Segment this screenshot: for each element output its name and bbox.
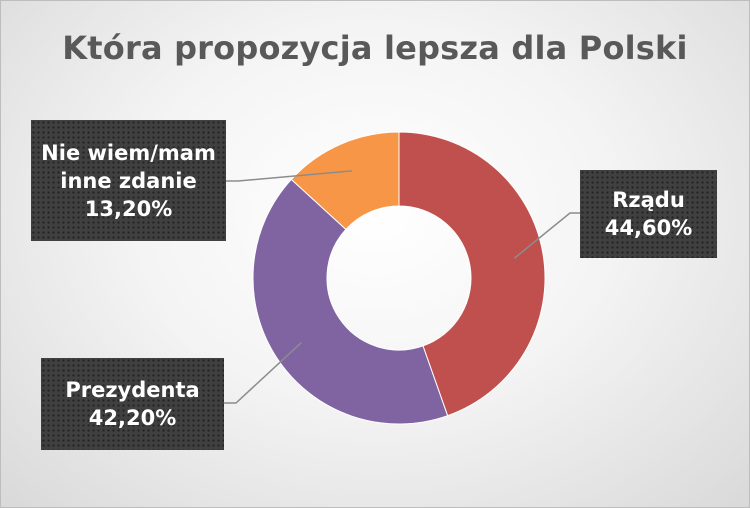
data-label-value: 42,20% (88, 406, 177, 430)
data-label-category: Rządu (612, 188, 685, 212)
data-label-category: inne zdanie (60, 168, 197, 193)
data-label-category: Prezydenta (65, 378, 200, 402)
data-label-value: 13,20% (84, 196, 173, 221)
leader-line-nie-wiem (226, 170, 352, 182)
leader-lines (224, 170, 580, 404)
slice-rzadu (398, 131, 546, 417)
donut-slices (252, 131, 546, 425)
data-label-prezydenta: Prezydenta 42,20% (41, 358, 224, 450)
data-label-value: 44,60% (604, 216, 693, 240)
slice-prezydenta (252, 178, 449, 425)
data-label-category: Nie wiem/mam (41, 140, 216, 165)
leader-line-rzadu (513, 212, 580, 259)
data-label-rzadu: Rządu 44,60% (580, 170, 717, 258)
slice-nie-wiem (290, 131, 400, 231)
chart-title: Która propozycja lepsza dla Polski (62, 29, 688, 67)
data-label-nie-wiem: Nie wiem/mam inne zdanie 13,20% (31, 120, 226, 241)
leader-line-prezydenta (224, 341, 302, 404)
